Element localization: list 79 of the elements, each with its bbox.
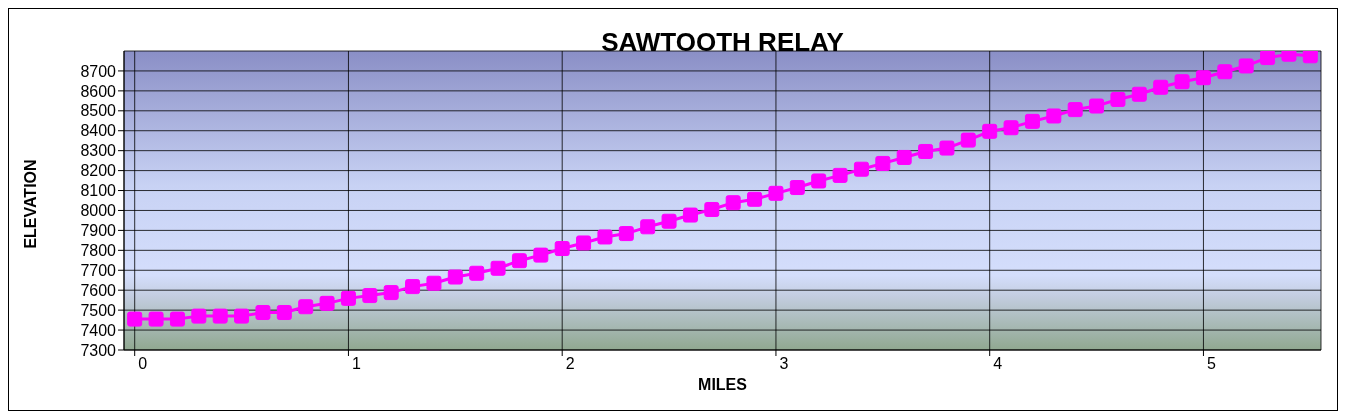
point [276,305,292,321]
point [704,201,720,217]
point [490,260,506,276]
point [832,167,848,183]
point [1131,86,1147,102]
point [982,123,998,139]
y-tick-label: 7700 [80,261,117,279]
point [597,229,613,245]
point [212,308,228,324]
point [1260,51,1276,66]
y-tick-label: 8000 [80,202,117,220]
point [725,195,741,211]
y-tick-label: 7300 [80,341,117,359]
y-tick-label: 8400 [80,122,117,140]
point [469,265,485,281]
chart-title: SAWTOOTH RELAY [600,27,845,57]
point [340,290,356,306]
point [576,235,592,251]
point [768,185,784,201]
point [426,275,442,291]
y-tick-label: 8700 [80,62,117,80]
point [554,241,570,257]
point [789,180,805,196]
y-tick-label: 8200 [80,162,117,180]
point [405,279,421,295]
x-tick-label: 4 [993,355,1003,373]
point [234,308,250,324]
point [191,308,207,324]
y-tick-label: 8600 [80,82,117,100]
point [1089,98,1105,114]
point [511,253,527,269]
point [1195,70,1211,86]
point [640,219,656,235]
point [618,226,634,242]
point [811,173,827,189]
point [383,285,399,301]
point [127,311,143,327]
point [255,305,271,321]
point [1217,64,1233,80]
y-tick-label: 8300 [80,142,117,160]
point [747,191,763,207]
x-tick-label: 5 [1206,355,1216,373]
y-tick-label: 7900 [80,222,117,240]
point [1024,113,1040,129]
point [1153,79,1169,95]
point [875,155,891,171]
point [939,140,955,156]
point [1238,58,1254,74]
point [1302,51,1318,64]
point [1067,102,1083,118]
x-tick-label: 3 [779,355,789,373]
point [362,288,378,304]
point [1003,120,1019,136]
point [319,295,335,311]
y-tick-label: 8500 [80,102,117,120]
point [148,311,164,327]
point [533,247,549,263]
point [1174,74,1190,90]
point [918,143,934,159]
y-axis-title: ELEVATION [22,159,40,249]
point [682,207,698,223]
point [896,149,912,165]
y-tick-label: 7600 [80,281,117,299]
point [447,269,463,285]
x-tick-label: 0 [138,355,148,373]
y-tick-label: 7400 [80,321,117,339]
point [1110,91,1126,107]
point [169,311,185,327]
x-tick-label: 2 [565,355,575,373]
point [298,299,314,315]
y-tick-label: 8100 [80,182,117,200]
y-tick-label: 7500 [80,301,117,319]
x-axis-title: MILES [697,376,748,394]
point [1046,108,1062,124]
x-tick-label: 1 [351,355,361,373]
point [960,132,976,148]
y-tick-label: 7800 [80,242,117,260]
point [853,161,869,177]
point [661,213,677,229]
